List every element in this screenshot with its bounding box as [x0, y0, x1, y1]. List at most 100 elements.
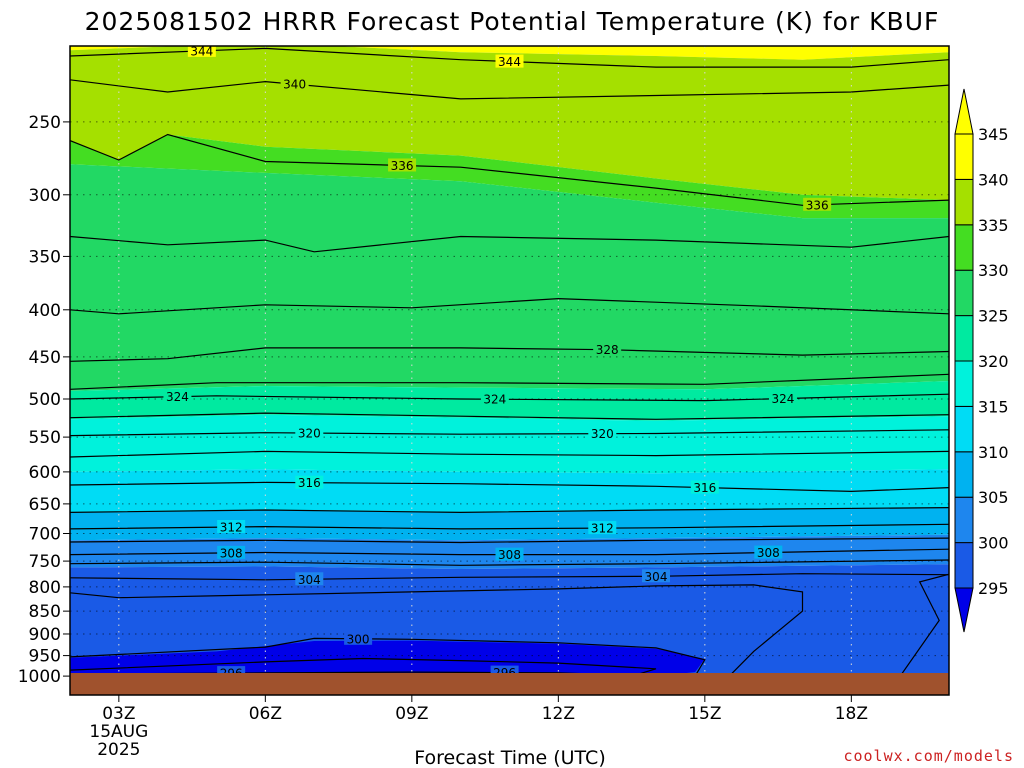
y-tick-label: 950: [29, 647, 61, 667]
colorbar-label: 305: [978, 488, 1009, 507]
contour-300: [70, 637, 706, 677]
contour-label: 324: [483, 393, 506, 407]
colorbar-label: 330: [978, 261, 1009, 280]
x-axis: 03Z 06Z 09Z 12Z 15Z 18Z: [102, 695, 868, 724]
contour-label-bg: [642, 569, 670, 583]
contour-322: [70, 412, 949, 420]
contour-344: [70, 47, 949, 68]
y-tick-label: 250: [29, 113, 61, 133]
contour-label: 300: [347, 632, 370, 646]
colorbar-segment: [954, 224, 974, 271]
contour-312: [70, 523, 949, 530]
colorbar-segment: [954, 178, 974, 226]
contour-label-bg: [754, 545, 783, 559]
colorbar-top-arrow: [954, 88, 974, 135]
contour-label: 304: [298, 573, 321, 587]
contour-label: 320: [298, 427, 321, 441]
colorbar-segment: [954, 315, 974, 362]
plot-frame: [69, 45, 950, 696]
colorbar: 295 300 305 310 315 320 325 330 335 340 345: [954, 88, 1009, 633]
colorbar-label: 335: [978, 216, 1009, 235]
band-yellow: [70, 46, 949, 60]
credit-text: coolwx.com/models: [843, 747, 1014, 765]
contour-label: 312: [591, 522, 614, 536]
y-tick-label: 750: [29, 552, 61, 572]
contour-label: 328: [596, 343, 619, 357]
contour-330: [70, 297, 949, 315]
contour-label-bg: [588, 521, 617, 535]
contour-label-bg: [690, 480, 719, 494]
contour-label-bg: [344, 631, 373, 645]
contour-298: [70, 657, 657, 677]
contour-302: [70, 584, 804, 677]
contour-label-bg: [217, 545, 246, 559]
colorbar-segment: [954, 451, 974, 498]
band-315: [70, 469, 949, 513]
contour-label-bg: [280, 77, 309, 91]
colorbar-label: 300: [978, 534, 1009, 553]
y-tick-label: 450: [29, 348, 61, 368]
contour-label: 304: [645, 570, 668, 584]
colorbar-label: 325: [978, 307, 1009, 326]
colorbar-label: 310: [978, 443, 1009, 462]
x-sublabel-date: 15AUG: [89, 722, 148, 742]
x-tick-label: 18Z: [835, 704, 868, 724]
colorbar-label: 345: [978, 125, 1009, 144]
contour-302: [899, 573, 949, 677]
colorbar-segment: [954, 360, 974, 407]
contour-label-bg: [495, 54, 524, 68]
x-sublabel-year: 2025: [97, 740, 140, 760]
contour-308: [70, 548, 949, 556]
contour-label-bg: [295, 572, 324, 586]
x-tick-label: 06Z: [249, 704, 282, 724]
colorbar-segment: [954, 542, 974, 589]
contour-label-bg: [588, 426, 617, 440]
contour-label: 316: [298, 476, 321, 490]
colorbar-bottom-arrow: [954, 587, 974, 633]
contour-label: 316: [693, 481, 716, 495]
x-tick-label: 03Z: [102, 704, 135, 724]
y-tick-label: 700: [29, 525, 61, 545]
x-axis-label: Forecast Time (UTC): [414, 747, 605, 768]
band-330: [70, 164, 949, 391]
contour-316: [70, 481, 949, 493]
y-tick-label: 900: [29, 625, 61, 645]
contour-label: 324: [772, 392, 795, 406]
contour-label-bg: [187, 46, 216, 57]
contour-label: 312: [220, 521, 243, 535]
colorbar-label: 315: [978, 397, 1009, 416]
x-tick-label: 12Z: [542, 704, 575, 724]
colorbar-segment: [954, 269, 974, 317]
contour-label-bg: [388, 158, 417, 172]
contour-label-bg: [217, 520, 246, 534]
contour-label: 308: [220, 546, 243, 560]
contour-310: [70, 537, 949, 544]
y-tick-label: 1000: [18, 667, 61, 687]
y-tick-label: 350: [29, 247, 61, 267]
contour-label: 344: [498, 55, 521, 69]
y-tick-label: 300: [29, 186, 61, 206]
colorbar-label: 320: [978, 352, 1009, 371]
contour-340: [70, 79, 949, 100]
contour-326: [70, 373, 949, 390]
contour-label-bg: [803, 197, 832, 211]
contour-label-bg: [480, 392, 509, 406]
y-axis: 250 300 350 400 450 500 550 600 650 700 750 800 850 9…: [18, 113, 70, 687]
contour-306: [70, 559, 949, 566]
ground-layer: [70, 673, 949, 695]
contour-label-bg: [593, 342, 622, 356]
y-tick-label: 650: [29, 495, 61, 515]
contour-label-bg: [163, 389, 192, 403]
y-tick-label: 500: [29, 390, 61, 410]
colorbar-label: 295: [978, 579, 1009, 598]
y-tick-label: 400: [29, 301, 61, 321]
contour-label: 340: [283, 78, 306, 92]
contour-label-bg: [295, 475, 324, 489]
contour-328: [70, 347, 949, 362]
filled-contours: [70, 46, 949, 677]
contour-314: [70, 507, 949, 514]
band-310: [70, 507, 949, 541]
y-tick-label: 800: [29, 578, 61, 598]
band-320: [70, 414, 949, 474]
